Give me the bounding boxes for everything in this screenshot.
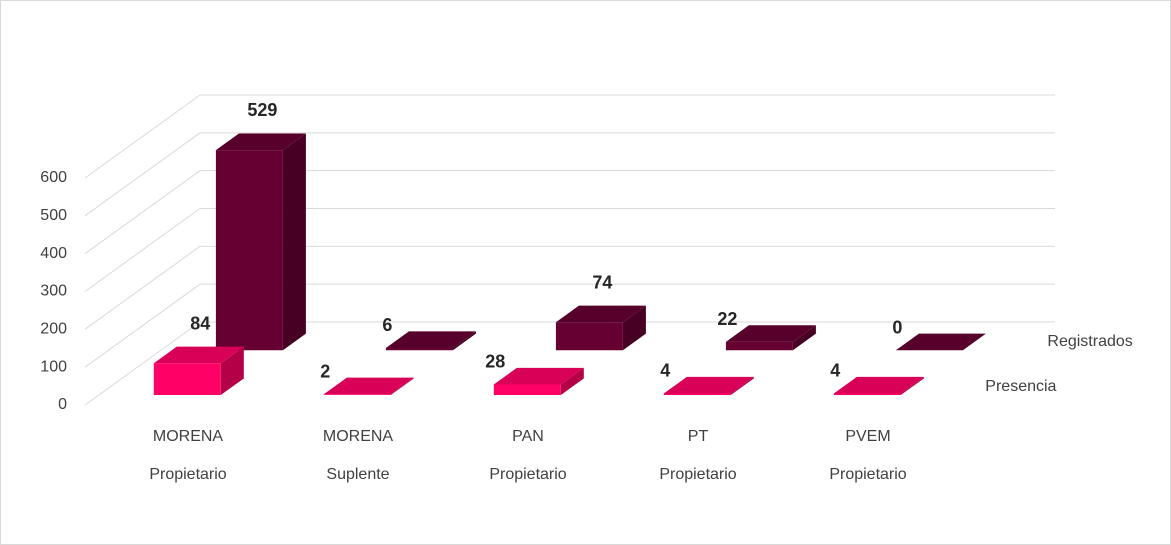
bar-front bbox=[153, 363, 221, 396]
bar-top bbox=[725, 325, 816, 342]
grid-line bbox=[84, 208, 201, 292]
bar bbox=[215, 133, 306, 351]
bar bbox=[555, 305, 646, 351]
bar-side bbox=[792, 325, 816, 351]
x-tick-label: Suplente bbox=[326, 466, 389, 483]
bar-top bbox=[323, 377, 414, 395]
series-label: Presencia bbox=[985, 378, 1056, 395]
bar-top bbox=[833, 376, 924, 394]
bar bbox=[663, 376, 754, 396]
bar-top bbox=[895, 333, 986, 351]
bar-side bbox=[560, 367, 584, 396]
data-label: 22 bbox=[717, 309, 737, 329]
data-label: 4 bbox=[660, 361, 670, 381]
data-label: 84 bbox=[190, 313, 210, 333]
y-tick-label: 200 bbox=[40, 321, 67, 338]
data-label: 2 bbox=[320, 361, 330, 381]
bar-top bbox=[385, 331, 476, 348]
bar-top bbox=[153, 346, 244, 364]
grid-line bbox=[84, 321, 201, 406]
bar bbox=[385, 331, 476, 351]
bar-front bbox=[385, 347, 453, 351]
bar-front bbox=[833, 393, 901, 396]
x-tick-label: MORENA bbox=[153, 428, 224, 445]
bar-top bbox=[663, 376, 754, 394]
grid-line bbox=[84, 132, 201, 217]
bar-side bbox=[220, 346, 244, 396]
data-label: 74 bbox=[592, 272, 612, 292]
bar-front bbox=[215, 150, 283, 351]
data-label: 4 bbox=[830, 361, 840, 381]
x-tick-label: Propietario bbox=[829, 466, 906, 483]
bar bbox=[833, 376, 924, 396]
bar-front bbox=[493, 384, 561, 396]
bar-side bbox=[900, 376, 924, 396]
bar-side bbox=[390, 377, 414, 396]
bar bbox=[725, 325, 816, 351]
bar-side bbox=[622, 305, 646, 351]
x-tick-label: Propietario bbox=[489, 466, 566, 483]
x-tick-label: MORENA bbox=[323, 428, 394, 445]
y-tick-label: 400 bbox=[40, 245, 67, 262]
bar-front bbox=[323, 394, 391, 396]
y-tick-label: 500 bbox=[40, 207, 67, 224]
grid-line bbox=[84, 94, 201, 179]
grid-line bbox=[84, 283, 201, 368]
data-label: 6 bbox=[382, 315, 392, 335]
bar-front bbox=[555, 322, 623, 351]
bar-front bbox=[663, 393, 731, 396]
bar-top bbox=[493, 367, 584, 385]
bar-top bbox=[555, 305, 646, 323]
bar bbox=[895, 333, 986, 351]
bar-front bbox=[725, 341, 793, 351]
data-label: 28 bbox=[485, 352, 505, 372]
grid-line bbox=[84, 170, 201, 255]
x-tick-label: PT bbox=[688, 428, 709, 445]
data-label: 529 bbox=[247, 100, 277, 120]
grid-line bbox=[84, 245, 201, 330]
y-tick-label: 0 bbox=[58, 396, 67, 413]
bar-side bbox=[282, 133, 306, 351]
series-label: Registrados bbox=[1047, 333, 1132, 350]
x-tick-label: Propietario bbox=[659, 466, 736, 483]
x-tick-label: PAN bbox=[512, 428, 544, 445]
bar bbox=[493, 367, 584, 396]
bar-top bbox=[215, 133, 306, 151]
x-tick-label: Propietario bbox=[149, 466, 226, 483]
x-tick-label: PVEM bbox=[845, 428, 890, 445]
y-tick-label: 300 bbox=[40, 283, 67, 300]
bar bbox=[323, 377, 414, 396]
data-label: 0 bbox=[892, 317, 902, 337]
bar bbox=[153, 346, 244, 396]
y-tick-label: 600 bbox=[40, 169, 67, 186]
bar-side bbox=[452, 331, 476, 351]
y-tick-label: 100 bbox=[40, 358, 67, 375]
bar-side bbox=[730, 376, 754, 396]
